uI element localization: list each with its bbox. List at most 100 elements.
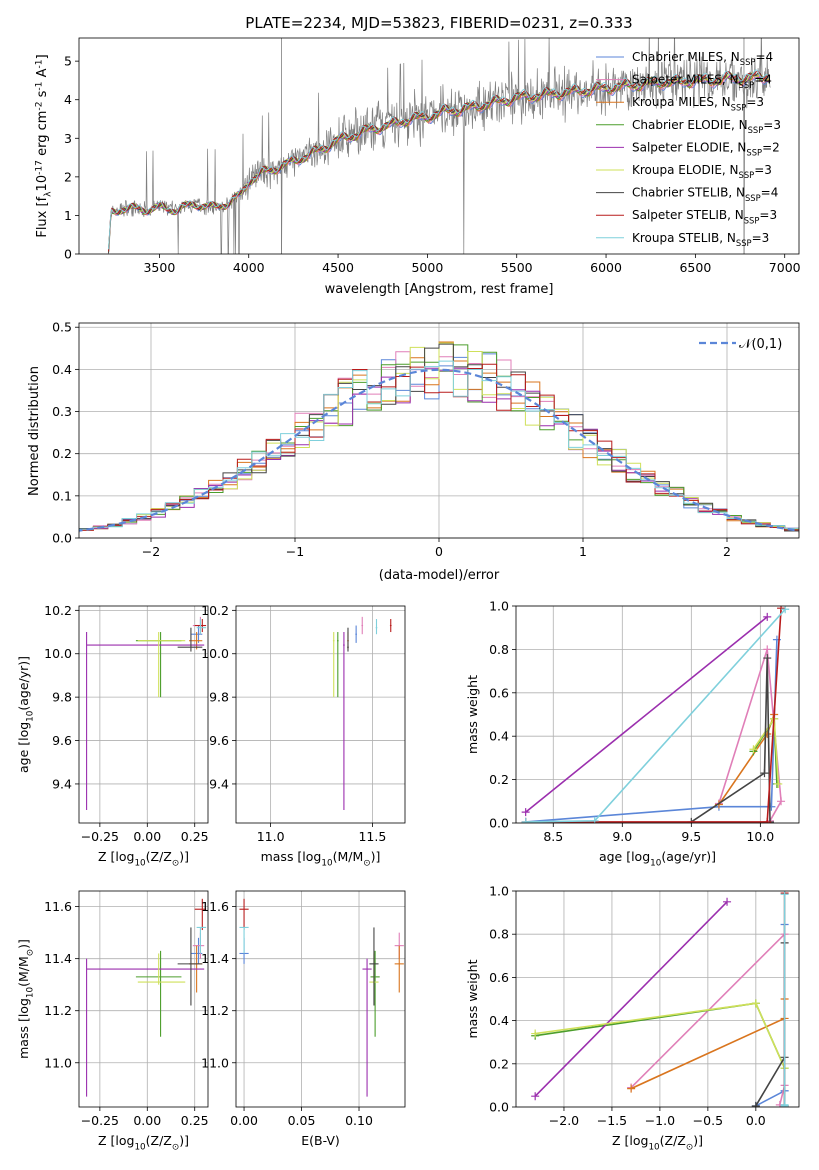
tick-label-y: 11.0 xyxy=(44,1055,72,1070)
x-axis-label: Z [log10(Z/Z⊙)] xyxy=(612,1133,703,1152)
tick-label-x: −1.0 xyxy=(645,1113,675,1128)
tick-label-y: 9.4 xyxy=(209,776,229,791)
plot-area xyxy=(521,606,790,823)
histogram-kroupa-stelib xyxy=(79,360,799,532)
tick-label-x: 4000 xyxy=(233,260,265,275)
axes-frame xyxy=(235,890,406,1108)
legend-entry: Kroupa ELODIE, NSSP=3 xyxy=(632,163,772,180)
weight-marker xyxy=(781,606,790,614)
label-part: =3 xyxy=(752,231,770,245)
tick-label-y: 0.8 xyxy=(489,642,509,657)
label-part: ] xyxy=(35,54,50,59)
x-axis-label: E(B-V) xyxy=(301,1133,340,1148)
tick-label-x: −1.5 xyxy=(597,1113,627,1128)
legend-entry: Salpeter STELIB, NSSP=3 xyxy=(632,208,777,225)
tick-label-x: 0.10 xyxy=(345,1113,373,1128)
label-part: A xyxy=(35,68,50,81)
tick-label-y: 9.4 xyxy=(52,776,72,791)
weight-marker xyxy=(531,1092,540,1101)
tick-label-y: 1.0 xyxy=(489,884,509,899)
label-part: 10 xyxy=(134,1142,146,1152)
label-part: ⊙ xyxy=(25,949,35,956)
label-part: )] xyxy=(693,1133,703,1148)
weight-marker xyxy=(531,1029,540,1038)
tick-label-y: 10.2 xyxy=(44,603,72,618)
label-part: mass [log xyxy=(16,998,31,1059)
label-part: Kroupa ELODIE, N xyxy=(632,163,739,177)
weight-marker xyxy=(590,816,599,823)
label-part: 10 xyxy=(134,858,146,868)
label-part: ⊙ xyxy=(172,1142,179,1152)
figure-title: PLATE=2234, MJD=53823, FIBERID=0231, z=0… xyxy=(245,14,632,32)
panel-massweight_vs_Z: −2.0 −1.5 −1.0 −0.5 0.0 0.0 0.2 0.4 0.6 0.8 1.0 Z [… xyxy=(465,884,800,1152)
tick-label-x: −0.5 xyxy=(693,1113,723,1128)
tick-label-x: 0.25 xyxy=(181,829,209,844)
label-part: (Z/Z xyxy=(660,1133,686,1148)
tick-label-x: 11.5 xyxy=(358,829,386,844)
x-axis-label: age [log10(age/yr)] xyxy=(599,849,716,868)
label-part: (age/yr)] xyxy=(661,849,716,864)
tick-label-y: 3 xyxy=(64,131,72,146)
label-part: -17 xyxy=(35,160,45,175)
y-axis-label: mass [log10(M/M⊙)] xyxy=(16,939,35,1059)
tick-label-x: 0.00 xyxy=(133,829,161,844)
label-part: Salpeter MILES, N xyxy=(632,73,739,87)
tick-label-x: 9.5 xyxy=(681,829,701,844)
tick-label-x: −2 xyxy=(142,544,160,559)
tick-label-x: 0.05 xyxy=(288,1113,316,1128)
label-part: =4 xyxy=(761,186,779,200)
label-part: Flux [f xyxy=(35,196,50,237)
weight-marker xyxy=(774,779,783,788)
label-part: =3 xyxy=(759,208,777,222)
panel-massweight_vs_age: 8.5 9.0 9.5 10.0 0.0 0.2 0.4 0.6 0.8 1.0 age [log1… xyxy=(465,599,800,868)
y-axis-label: Normed distribution xyxy=(27,366,42,496)
tick-label-y: 0.0 xyxy=(52,531,72,546)
weight-line xyxy=(690,658,771,823)
weight-marker xyxy=(749,745,758,754)
tick-label-y: 0.3 xyxy=(52,404,72,419)
x-axis-label: mass [log10(M/M⊙)] xyxy=(261,849,381,868)
label-part: )] xyxy=(371,849,381,864)
weight-marker xyxy=(763,612,772,621)
weight-line xyxy=(755,924,786,1107)
plot-area xyxy=(86,898,207,1097)
plot-area xyxy=(108,38,771,254)
tick-label-y: 9.8 xyxy=(52,690,72,705)
label-part: =4 xyxy=(754,73,772,87)
tick-label-y: 0.2 xyxy=(489,772,509,787)
weight-marker xyxy=(780,1100,789,1107)
tick-label-y: 2 xyxy=(64,169,72,184)
tick-label-y: 9.6 xyxy=(209,733,229,748)
label-part: SSP xyxy=(745,193,761,203)
panel-age_vs_Z: −0.25 0.00 0.259.49.69.810.010.2Z [log10(Z… xyxy=(16,603,209,869)
tick-label-y: 0.6 xyxy=(489,685,509,700)
tick-label-y: 10.2 xyxy=(201,603,229,618)
legend-entry: Salpeter MILES, NSSP=4 xyxy=(632,73,772,90)
tick-label-y: 9.6 xyxy=(52,733,72,748)
tick-label-x: 2 xyxy=(723,544,731,559)
weight-marker xyxy=(763,654,772,663)
weight-marker xyxy=(763,645,772,654)
x-axis-label: (data-model)/error xyxy=(379,568,500,583)
tick-label-x: −0.25 xyxy=(81,1113,119,1128)
tick-label-y: 9.8 xyxy=(209,690,229,705)
tick-label-x: 7000 xyxy=(769,260,801,275)
legend-entry: Chabrier ELODIE, NSSP=3 xyxy=(632,118,781,135)
label-part: 𝒩(0,1) xyxy=(739,337,782,352)
label-part: SSP xyxy=(739,170,755,180)
tick-label-x: 5500 xyxy=(501,260,533,275)
weight-marker xyxy=(521,817,530,823)
label-part: 10 xyxy=(321,858,333,868)
normal-curve xyxy=(79,368,799,532)
plot-area xyxy=(239,898,404,1097)
tick-label-y: 4 xyxy=(64,92,72,107)
tick-label-y: 0.6 xyxy=(489,970,509,985)
plot-area xyxy=(79,341,799,533)
tick-label-x: 1 xyxy=(579,544,587,559)
plot-area xyxy=(531,891,789,1107)
tick-label-y: 11.6 xyxy=(201,899,229,914)
label-part: Z [log xyxy=(612,1133,648,1148)
weight-line xyxy=(525,616,768,813)
label-part: Chabrier MILES, N xyxy=(632,50,740,64)
tick-label-x: −2.0 xyxy=(549,1113,579,1128)
